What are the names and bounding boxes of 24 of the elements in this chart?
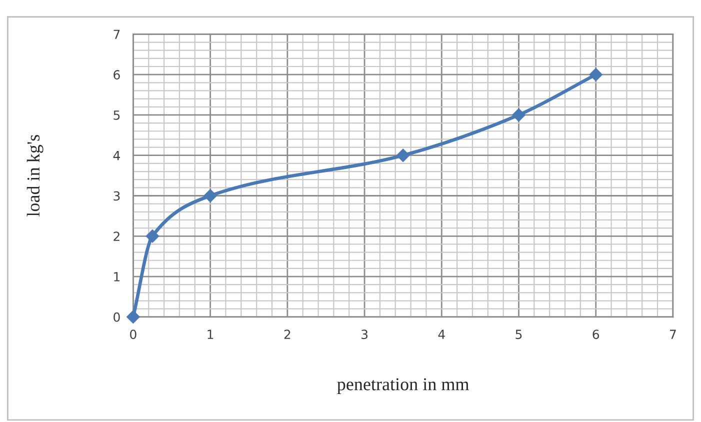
point [204,189,217,202]
y-tick-label: 1 [114,272,120,282]
y-tick-label: 6 [114,70,120,80]
x-tick-label: 3 [361,330,368,340]
point [396,148,410,162]
x-tick-label: 4 [438,330,445,339]
y-tick-label: 4 [113,150,120,160]
point [126,310,140,324]
y-tick-label: 5 [114,110,120,120]
point [589,68,602,82]
x-tick-label: 1 [208,330,214,339]
x-tick-label: 2 [284,330,290,339]
y-tick-label: 0 [114,312,120,322]
x-axis-title: penetration in mm [337,378,469,394]
point [146,230,160,243]
y-tick-label: 7 [114,30,120,39]
x-tick-label: 7 [670,330,676,339]
x-tick-label: 6 [592,330,600,340]
point [512,108,526,122]
x-tick-label: 0 [130,330,136,340]
y-axis-title: load in kg's [26,134,44,216]
y-tick-label: 3 [114,191,120,201]
x-tick-label: 5 [516,330,522,340]
y-tick-label: 2 [114,232,120,241]
